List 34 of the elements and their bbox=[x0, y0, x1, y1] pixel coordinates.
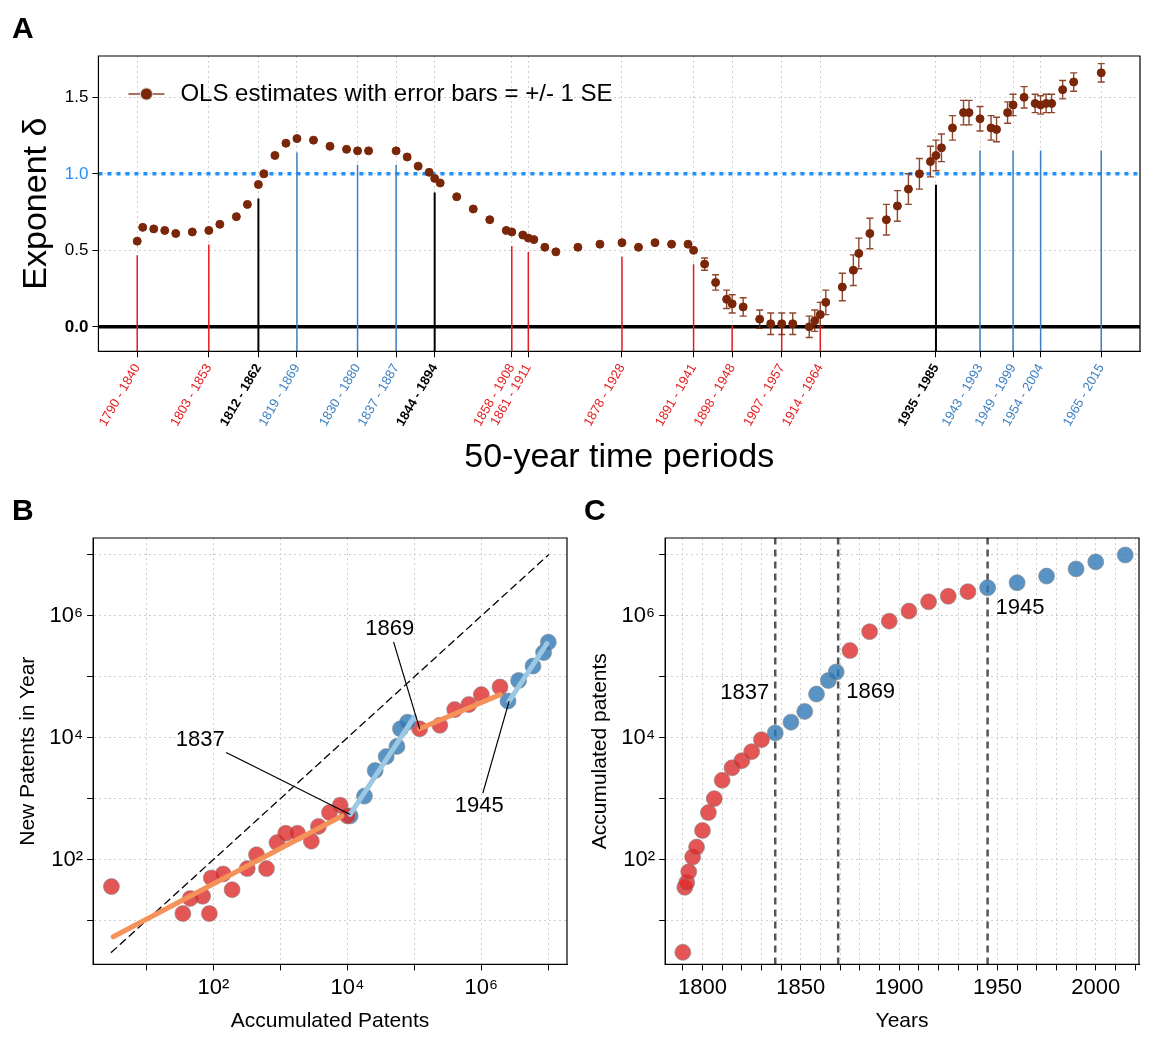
annotation: 1945 bbox=[454, 792, 504, 818]
legend-label: OLS estimates with error bars = +/- 1 SE bbox=[180, 78, 613, 106]
x-axis-title: Accumulated Patents bbox=[230, 1008, 430, 1032]
y-tick-label: 10⁶ bbox=[621, 601, 656, 627]
ref-line-label: 1837 bbox=[720, 678, 770, 704]
annotation: 1869 bbox=[365, 614, 415, 640]
y-tick-label: 10⁴ bbox=[621, 723, 656, 749]
x-axis-title: 50-year time periods bbox=[464, 435, 775, 474]
ref-line-label: 1945 bbox=[995, 593, 1045, 619]
x-tick-label: 1800 bbox=[678, 973, 727, 999]
y-tick-label: 1.5 bbox=[64, 87, 89, 106]
y-tick-label: 0.0 bbox=[64, 316, 89, 336]
annotation: 1837 bbox=[175, 725, 225, 751]
y-tick-label: 10² bbox=[623, 845, 656, 871]
chart-title: B bbox=[12, 493, 34, 527]
y-axis-title: New Patents in Year bbox=[15, 656, 39, 846]
chart-title: C bbox=[584, 493, 606, 527]
x-tick-label: 1850 bbox=[776, 973, 826, 999]
ref-line-label: 1869 bbox=[846, 678, 896, 704]
x-tick-label: 10² bbox=[197, 973, 230, 999]
y-tick-label: 1.0 bbox=[64, 163, 89, 183]
chart-title: A bbox=[12, 11, 34, 45]
y-tick-label: 10⁶ bbox=[49, 601, 84, 627]
x-tick-label: 10⁴ bbox=[330, 973, 365, 999]
x-tick-label: 1950 bbox=[972, 973, 1022, 999]
y-tick-label: 10⁴ bbox=[49, 723, 84, 749]
x-tick-label: 2000 bbox=[1071, 973, 1121, 999]
y-tick-label: 10² bbox=[51, 845, 84, 871]
x-tick-label: 1900 bbox=[874, 973, 924, 999]
y-axis-title: Accumulated patents bbox=[587, 653, 611, 850]
y-axis-title: Exponent δ bbox=[14, 117, 53, 290]
x-axis-title: Years bbox=[875, 1008, 929, 1032]
y-tick-label: 0.5 bbox=[64, 240, 89, 260]
x-tick-label: 10⁶ bbox=[464, 973, 499, 999]
